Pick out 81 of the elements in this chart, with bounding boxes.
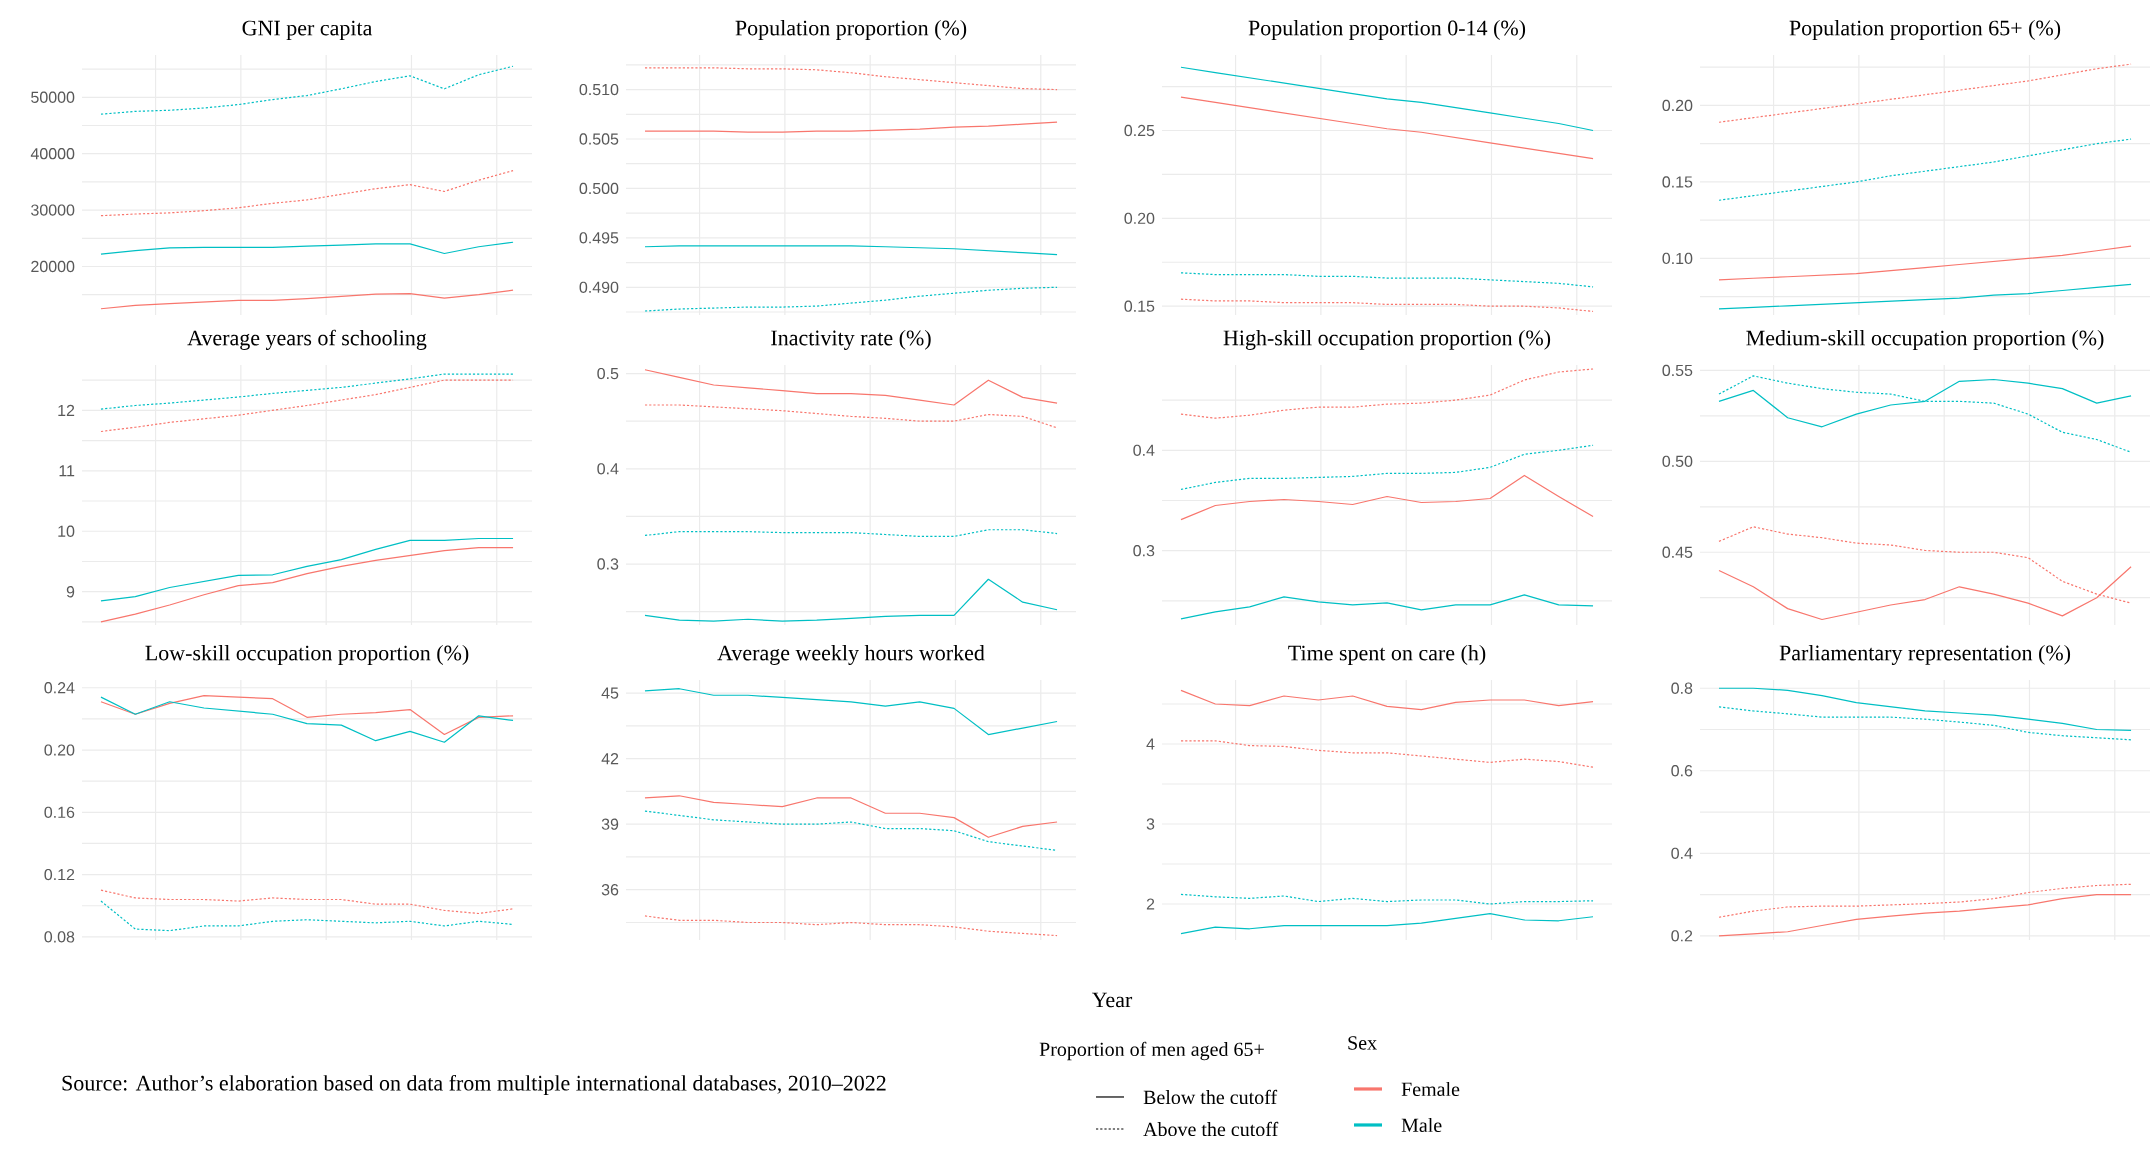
text: Year [1092, 992, 1133, 1008]
line-series [100, 900, 514, 932]
chart-title: Low-skill occupation proportion (%) [145, 644, 469, 665]
text: Sex [1348, 1036, 1377, 1050]
y-tick-label: 4 [1146, 738, 1155, 750]
chart-title: GNI per capita [242, 20, 373, 40]
line-series [100, 889, 514, 915]
y-tick-label: 0.4 [1671, 847, 1693, 859]
legend-title: Proportion of men aged 65+ [1039, 1041, 1264, 1061]
y-tick-label: 0.15 [1124, 300, 1155, 312]
line-series [644, 369, 1058, 406]
line-series [1180, 893, 1594, 905]
y-tick-label: 0.20 [44, 744, 75, 756]
line-series [644, 795, 1058, 838]
legend-label: Male [1401, 1117, 1442, 1133]
y-tick-label: 0.55 [1662, 364, 1693, 377]
y-tick-label: 0.500 [579, 182, 619, 195]
chart-title: Inactivity rate (%) [771, 329, 931, 350]
line-series [1718, 375, 2132, 453]
y-tick-label: 0.45 [1662, 546, 1693, 558]
line-series [644, 688, 1058, 736]
line-series [100, 694, 514, 736]
chart-title: High-skill occupation proportion (%) [1223, 329, 1551, 350]
y-tick-label: 42 [601, 753, 619, 765]
y-tick-label: 0.24 [44, 682, 75, 694]
legend-label: Female [1401, 1081, 1460, 1097]
y-tick-label: 0.6 [1671, 765, 1693, 777]
y-tick-label: 10 [58, 525, 75, 537]
y-tick-label: 0.10 [1662, 252, 1693, 265]
y-tick-label: 11 [59, 465, 75, 477]
source-note: Source: Author’s elaboration based on data from multiple international databases, 2010–2022 [62, 1074, 886, 1096]
y-tick-label: 0.20 [1662, 99, 1693, 112]
y-tick-label: 0.50 [1662, 455, 1693, 468]
y-tick-label: 0.490 [579, 281, 619, 293]
y-tick-label: 3 [1146, 818, 1155, 830]
legend-label: Above the cutoff [1143, 1121, 1279, 1137]
y-tick-label: 0.08 [44, 931, 75, 943]
chart-title: Time spent on care (h) [1288, 644, 1486, 665]
line-series [1180, 594, 1594, 620]
legend-label: Below the cutoff [1143, 1089, 1278, 1105]
y-tick-label: 0.495 [579, 232, 619, 244]
chart-title: Medium-skill occupation proportion (%) [1746, 329, 2104, 350]
y-tick-label: 12 [58, 404, 75, 416]
y-tick-label: 20000 [31, 260, 75, 273]
y-tick-label: 0.25 [1124, 124, 1155, 137]
line-series [1180, 474, 1594, 521]
chart-title: Population proportion 65+ (%) [1789, 19, 2061, 40]
y-tick-label: 0.12 [44, 868, 75, 881]
y-tick-label: 0.3 [597, 558, 619, 570]
y-tick-label: 0.505 [579, 133, 619, 145]
y-tick-label: 40000 [30, 148, 75, 160]
line-series [100, 65, 514, 115]
line-series [1180, 689, 1594, 711]
y-tick-label: 0.8 [1671, 682, 1693, 694]
chart-title: Parliamentary representation (%) [1779, 644, 2071, 665]
y-tick-label: 0.3 [1133, 545, 1155, 557]
y-tick-label: 45 [601, 687, 619, 699]
y-tick-label: 30000 [31, 204, 75, 216]
y-tick-label: 0.4 [1133, 444, 1155, 456]
y-tick-label: 0.510 [579, 83, 619, 96]
line-series [644, 578, 1058, 622]
y-tick-label: 2 [1146, 898, 1155, 910]
chart-title: Population proportion 0-14 (%) [1248, 19, 1526, 40]
y-tick-label: 39 [601, 818, 619, 830]
y-tick-label: 0.5 [597, 367, 619, 380]
chart-title: Average weekly hours worked [717, 644, 985, 665]
line-series [1180, 444, 1594, 491]
y-tick-label: 50000 [31, 91, 75, 103]
y-tick-label: 36 [601, 884, 619, 896]
chart-title: Average years of schooling [187, 329, 427, 350]
y-tick-label: 0.16 [44, 806, 75, 818]
y-tick-label: 0.4 [597, 463, 619, 475]
line-series [644, 915, 1058, 937]
y-tick-label: 0.2 [1671, 930, 1693, 942]
chart-title: Population proportion (%) [735, 19, 967, 40]
y-tick-label: 0.20 [1124, 212, 1155, 225]
y-tick-label: 9 [66, 586, 75, 598]
line-series [1180, 368, 1594, 419]
line-series [1718, 893, 2132, 937]
line-series [100, 170, 514, 217]
y-tick-label: 0.15 [1662, 176, 1693, 188]
